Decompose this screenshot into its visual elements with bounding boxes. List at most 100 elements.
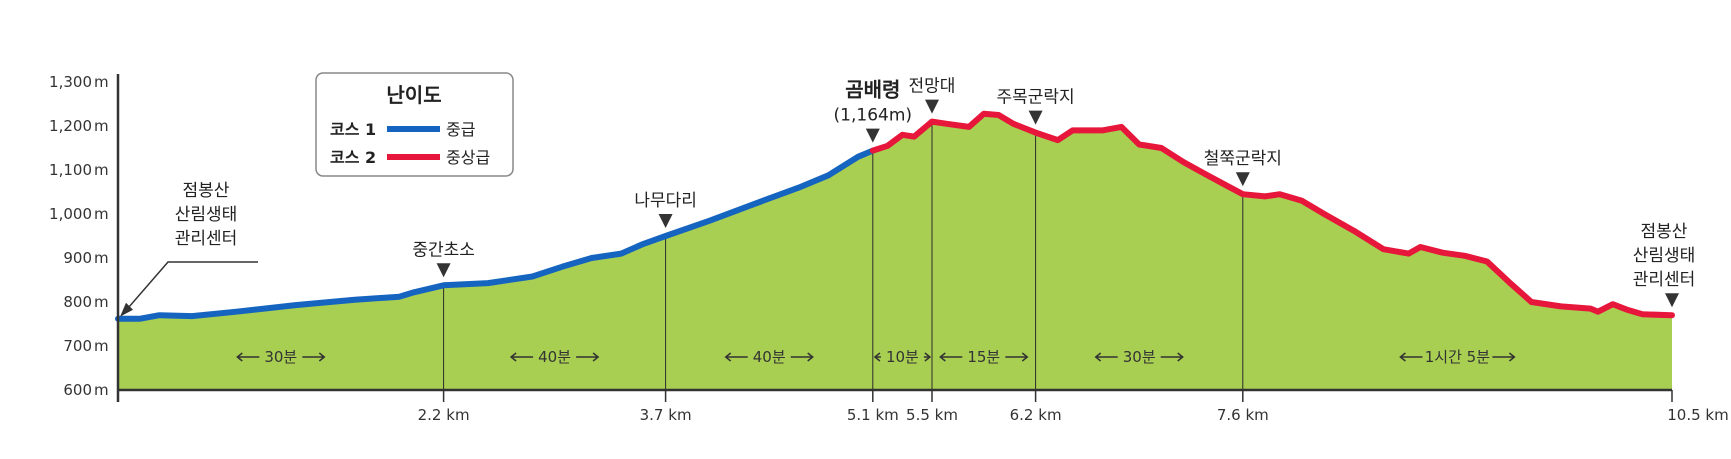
- waypoint-lines-layer: [443, 121, 1244, 390]
- waypoint-label-1-0: 중간초소: [412, 240, 475, 260]
- waypoint-label-7-2: 관리센터: [1633, 270, 1696, 290]
- duration-arrow-left-0: [236, 352, 260, 362]
- y-tick-unit-1: m: [94, 117, 109, 135]
- y-tick-unit-4: m: [94, 249, 109, 267]
- y-tick-label-2: 1,100: [49, 161, 92, 179]
- duration-segment-6: 1시간 5분: [1399, 348, 1516, 366]
- x-tick-value-0: 2.2: [418, 406, 442, 424]
- duration-label-6: 1시간 5분: [1425, 348, 1490, 366]
- legend-title: 난이도: [386, 83, 441, 107]
- duration-label-0: 30분: [264, 348, 297, 366]
- route-lines-layer: [115, 110, 1675, 322]
- y-tick-unit-2: m: [94, 161, 109, 179]
- duration-arrow-right-1: [576, 352, 600, 362]
- legend-course-2-level: 중상급: [446, 148, 490, 167]
- y-tick-label-7: 600: [63, 381, 92, 399]
- terrain-area: [118, 113, 1672, 390]
- duration-label-2: 40분: [753, 348, 786, 366]
- waypoint-marker-1: [436, 263, 451, 278]
- duration-arrow-right-6: [1492, 352, 1516, 362]
- x-tick-unit-1: km: [663, 406, 691, 424]
- legend-course-1-label: 코스 1: [330, 120, 376, 139]
- duration-arrow-left-4: [939, 352, 963, 362]
- y-tick-label-5: 800: [63, 293, 92, 311]
- duration-arrow-right-3: [923, 352, 932, 362]
- x-tick-value-6: 10.5: [1667, 406, 1700, 424]
- waypoint-label-2-0: 나무다리: [634, 191, 697, 211]
- x-tick-label-0: 2.2 km: [418, 406, 470, 424]
- x-tick-value-3: 5.5: [906, 406, 930, 424]
- legend-course-1-level: 중급: [446, 120, 475, 139]
- duration-arrow-left-1: [509, 352, 534, 362]
- duration-segment-0: 30분: [236, 348, 326, 366]
- x-tick-value-1: 3.7: [640, 406, 664, 424]
- y-tick-label-6: 700: [63, 337, 92, 355]
- x-tick-label-6: 10.5 km: [1667, 406, 1728, 424]
- waypoint-label-6-0: 철쭉군락지: [1204, 149, 1282, 169]
- y-tick-label-4: 900: [63, 249, 92, 267]
- waypoint-label-3-1: (1,164m): [834, 106, 913, 126]
- duration-segment-2: 40분: [724, 348, 814, 366]
- duration-label-4: 15분: [967, 348, 1000, 366]
- duration-arrow-right-0: [302, 352, 326, 362]
- waypoint-marker-6: [1235, 172, 1250, 187]
- series-line-course-2: [869, 110, 1675, 319]
- difficulty-legend: 난이도 코스 1 중급 코스 2 중상급: [315, 72, 514, 177]
- waypoint-label-0-0: 점봉산: [183, 181, 230, 201]
- waypoint-label-7-0: 점봉산: [1641, 222, 1688, 242]
- waypoint-marker-3: [865, 128, 880, 143]
- duration-arrow-left-6: [1399, 352, 1423, 362]
- y-tick-label-1: 1,200: [49, 117, 92, 135]
- duration-labels-layer: 30분 40분 40분 10분 15분 30분 1시간 5분: [236, 348, 1516, 366]
- y-tick-unit-7: m: [94, 381, 109, 399]
- waypoint-1: 중간초소: [412, 240, 475, 278]
- duration-segment-1: 40분: [509, 348, 600, 366]
- waypoint-leader-line-0: [123, 261, 258, 314]
- y-tick-unit-5: m: [94, 293, 109, 311]
- waypoint-marker-5: [1028, 110, 1043, 125]
- series-line-course-1: [115, 147, 876, 322]
- duration-arrow-left-5: [1094, 352, 1118, 362]
- duration-segment-3: 10분: [873, 348, 932, 366]
- x-tick-label-1: 3.7 km: [640, 406, 692, 424]
- x-tick-label-2: 5.1 km: [847, 406, 899, 424]
- y-tick-unit-6: m: [94, 337, 109, 355]
- x-tick-unit-4: km: [1033, 406, 1061, 424]
- x-tick-unit-2: km: [871, 406, 899, 424]
- waypoint-marker-7: [1665, 293, 1679, 308]
- waypoint-label-0-1: 산림생태: [175, 205, 238, 225]
- duration-label-1: 40분: [538, 348, 571, 366]
- duration-segment-5: 30분: [1094, 348, 1184, 366]
- duration-arrow-left-3: [873, 352, 881, 362]
- waypoint-label-3-0: 곰배령: [845, 78, 900, 102]
- waypoint-label-0-2: 관리센터: [175, 229, 238, 249]
- x-tick-label-3: 5.5 km: [906, 406, 958, 424]
- duration-arrow-right-5: [1160, 352, 1184, 362]
- x-tick-unit-5: km: [1241, 406, 1269, 424]
- y-tick-unit-0: m: [94, 73, 109, 91]
- y-tick-label-3: 1,000: [49, 205, 92, 223]
- legend-course-2-label: 코스 2: [330, 148, 376, 167]
- waypoint-label-5-0: 주목군락지: [996, 88, 1074, 108]
- duration-segment-4: 15분: [939, 348, 1029, 366]
- waypoint-5: 주목군락지: [996, 88, 1075, 125]
- x-tick-label-4: 6.2 km: [1010, 406, 1062, 424]
- legend-box: [315, 72, 514, 177]
- y-tick-unit-3: m: [94, 205, 109, 223]
- duration-arrow-right-4: [1005, 352, 1029, 362]
- waypoint-2: 나무다리: [634, 191, 697, 228]
- x-tick-unit-6: km: [1701, 406, 1729, 424]
- x-tick-value-2: 5.1: [847, 406, 871, 424]
- duration-label-5: 30분: [1123, 348, 1156, 366]
- waypoint-3: 곰배령 (1,164m): [834, 78, 913, 143]
- waypoint-label-4-0: 전망대: [909, 77, 956, 97]
- waypoint-marker-4: [925, 99, 939, 114]
- waypoint-label-7-1: 산림생태: [1633, 246, 1696, 266]
- x-tick-unit-0: km: [441, 406, 469, 424]
- waypoint-arrow-0: [120, 302, 133, 317]
- x-tick-value-5: 7.6: [1217, 406, 1241, 424]
- waypoint-labels-layer: 점봉산산림생태관리센터중간초소나무다리곰배령(1,164m)전망대주목군락지철쭉…: [120, 77, 1695, 317]
